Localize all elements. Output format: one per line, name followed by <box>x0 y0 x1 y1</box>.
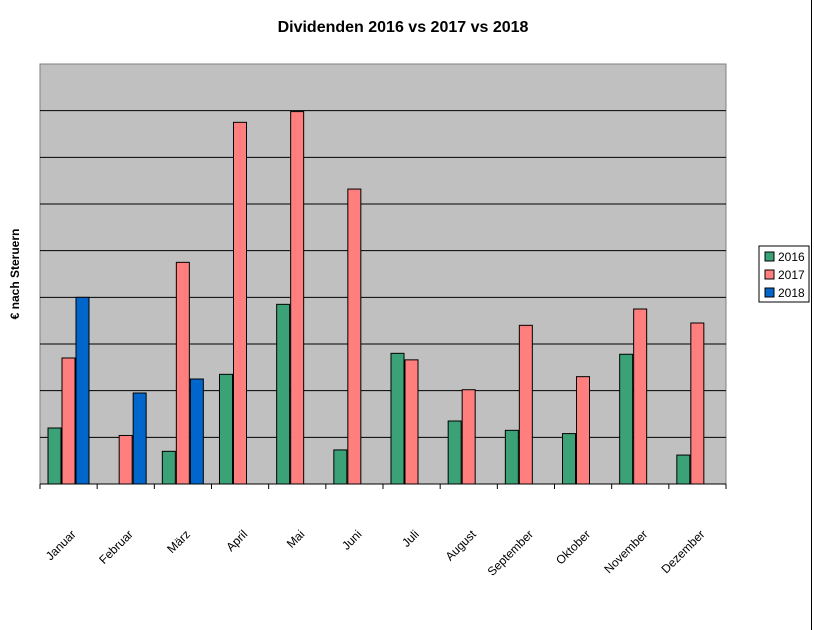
bar-2016-januar <box>47 427 62 485</box>
bar-2018-märz <box>189 378 204 485</box>
legend-swatch-2016 <box>764 251 775 262</box>
legend-label-2016: 2016 <box>778 250 805 264</box>
bar-2018-februar <box>132 392 147 485</box>
bar-2017-februar <box>118 434 133 485</box>
plot-area <box>39 63 727 485</box>
bar-2016-august <box>447 420 462 485</box>
x-tick-label: Juni <box>339 527 364 552</box>
legend-swatch-2017 <box>764 269 775 280</box>
bar-2017-mai <box>290 111 305 485</box>
bar-2016-april <box>219 373 233 485</box>
bar-2017-dezember <box>690 322 705 485</box>
bar-2017-märz <box>175 261 190 485</box>
x-tick-label: August <box>443 527 480 564</box>
x-tick-label: März <box>164 527 193 556</box>
chart-frame-border <box>811 0 812 630</box>
chart-title: Dividenden 2016 vs 2017 vs 2018 <box>278 19 529 36</box>
legend-label-2017: 2017 <box>778 268 805 282</box>
bar-2017-april <box>233 121 247 485</box>
x-tick-label: April <box>223 527 250 554</box>
bar-2016-oktober <box>562 433 576 485</box>
bar-2016-mai <box>276 303 291 485</box>
x-tick-label: Januar <box>43 527 79 563</box>
x-tick-label: Februar <box>96 527 136 567</box>
bar-2017-november <box>633 308 648 485</box>
bar-2017-juli <box>404 359 419 485</box>
bar-2016-märz <box>161 450 176 485</box>
x-ticks <box>39 484 727 489</box>
bars <box>47 111 705 485</box>
bar-2017-september <box>518 324 533 485</box>
x-tick-label: Dezember <box>658 527 707 576</box>
legend-swatch-2018 <box>764 287 775 298</box>
gridlines <box>40 110 726 438</box>
y-axis-label: € nach Steruern <box>8 229 22 320</box>
bar-2017-januar <box>61 357 76 485</box>
x-tick-label: Mai <box>284 527 308 551</box>
bar-2016-juli <box>390 352 405 485</box>
x-tick-label: Oktober <box>553 527 593 567</box>
bar-2017-august <box>461 389 476 485</box>
x-tick-labels: Januar Februar März April Mai Juni Juli August S… <box>43 527 708 579</box>
bar-2016-september <box>504 429 519 485</box>
legend: 2016 2017 2018 <box>758 245 810 303</box>
bar-2017-juni <box>347 188 362 485</box>
legend-label-2018: 2018 <box>778 286 805 300</box>
bar-2017-oktober <box>576 376 590 485</box>
bar-2018-januar <box>75 296 90 485</box>
bar-2016-dezember <box>676 454 691 485</box>
bar-2016-november <box>619 353 634 485</box>
bar-2016-juni <box>333 449 348 485</box>
x-tick-label: September <box>485 527 536 578</box>
x-tick-label: Juli <box>399 527 422 550</box>
x-tick-label: November <box>601 527 650 576</box>
